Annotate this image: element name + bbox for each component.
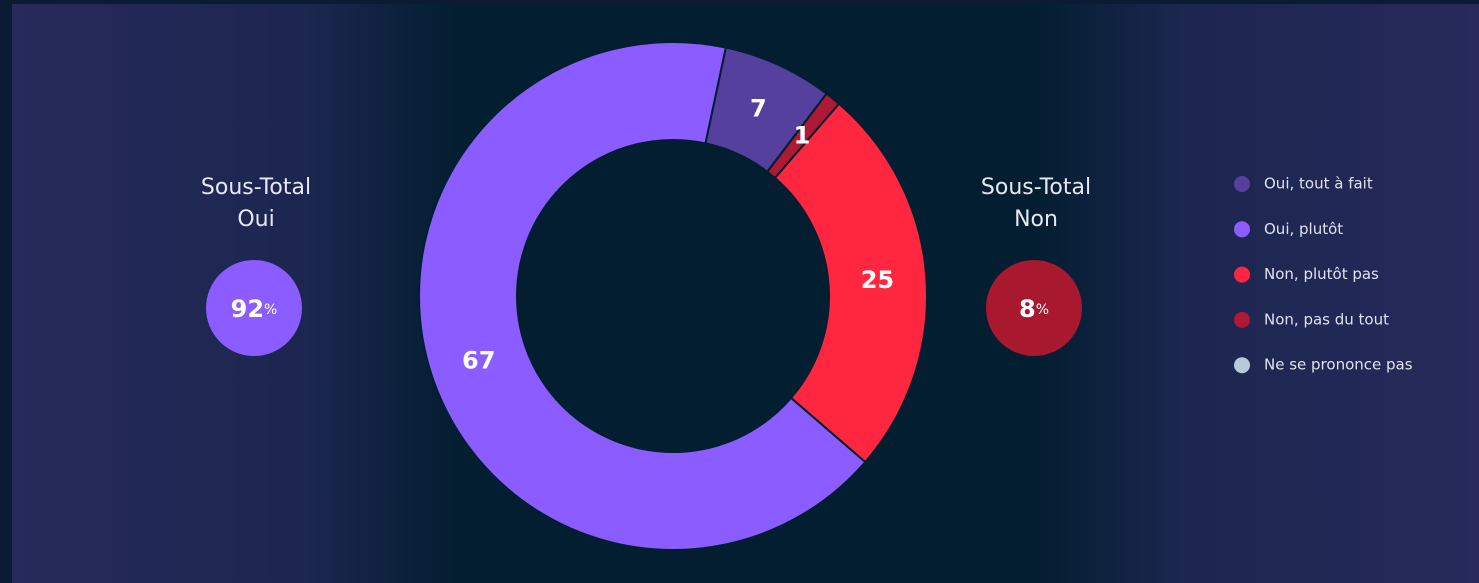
legend-label: Oui, tout à fait xyxy=(1264,175,1373,193)
slice xyxy=(418,41,867,551)
subtotal-title: Non xyxy=(1014,207,1058,232)
subtotal-title: Sous-Total xyxy=(201,175,311,200)
legend-swatch xyxy=(1234,176,1250,192)
legend-label: Oui, plutôt xyxy=(1264,220,1343,238)
slice-label: 1 xyxy=(794,122,811,150)
legend: Oui, tout à fait Oui, plutôt Non, plutôt p… xyxy=(1234,175,1413,374)
slice-label: 7 xyxy=(750,95,767,123)
subtotal-value: 92% xyxy=(231,295,278,323)
legend-label: Ne se prononce pas xyxy=(1264,356,1413,374)
legend-label: Non, plutôt pas xyxy=(1264,265,1379,283)
legend-swatch xyxy=(1234,357,1250,374)
legend-swatch xyxy=(1234,221,1250,238)
slice-label: 67 xyxy=(462,346,495,374)
legend-swatch xyxy=(1234,311,1250,328)
subtotal-value: 8% xyxy=(1019,295,1049,323)
subtotal-number: 8 xyxy=(1019,295,1036,323)
subtotals: Sous-Total Oui 92% Sous-Total Non 8% xyxy=(201,175,1091,356)
subtotal-title: Sous-Total xyxy=(981,175,1091,200)
subtotal-badge xyxy=(206,260,302,356)
slice-label: 25 xyxy=(861,266,894,294)
subtotal-unit: % xyxy=(1036,302,1049,318)
slice xyxy=(766,93,828,173)
donut xyxy=(418,41,928,551)
subtotal-unit: % xyxy=(264,302,277,318)
subtotal-number: 92 xyxy=(231,295,264,323)
subtotal-badge xyxy=(986,260,1082,356)
legend-swatch xyxy=(1234,266,1250,283)
subtotal-title: Oui xyxy=(237,207,274,232)
slice-labels: 7 67 25 1 xyxy=(462,95,894,375)
legend-label: Non, pas du tout xyxy=(1264,310,1389,328)
slice xyxy=(773,102,928,464)
